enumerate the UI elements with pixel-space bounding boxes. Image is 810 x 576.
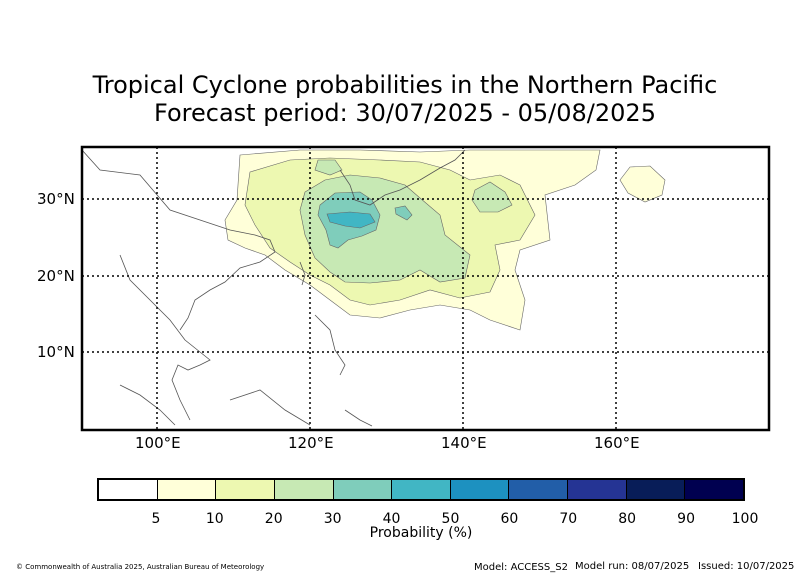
lat-label-20: 20°N xyxy=(37,267,75,285)
lon-label-160: 160°E xyxy=(594,434,640,452)
model-run-text: Model run: 08/07/2025 xyxy=(575,561,690,572)
coast-philippines xyxy=(314,314,346,376)
coast-korea-japan xyxy=(339,149,466,206)
lat-label-10: 10°N xyxy=(37,343,75,361)
title-line-1: Tropical Cyclone probabilities in the No… xyxy=(92,71,718,99)
coast-taiwan xyxy=(299,261,306,286)
colorbar-segment xyxy=(333,480,393,499)
coast-china xyxy=(82,149,276,331)
colorbar-tick: 10 xyxy=(205,511,224,527)
colorbar-segment xyxy=(392,480,451,499)
model-text: Model: ACCESS_S2 xyxy=(474,562,568,573)
colorbar-segment xyxy=(216,480,275,499)
colorbar-tick: 50 xyxy=(441,511,460,527)
colorbar-tick: 40 xyxy=(382,511,401,527)
colorbar xyxy=(97,478,745,501)
colorbar-segment xyxy=(99,480,158,499)
coast-borneo xyxy=(229,389,311,426)
lat-label-30: 30°N xyxy=(37,190,75,208)
lon-label-100: 100°E xyxy=(135,434,181,452)
prob-contour-40 xyxy=(326,211,376,229)
colorbar-segment xyxy=(450,480,510,499)
colorbar-label: Probability (%) xyxy=(369,525,473,541)
prob-contour-20-n xyxy=(314,159,343,176)
prob-contour-30-b xyxy=(394,205,413,221)
copyright-text: © Commonwealth of Australia 2025, Austra… xyxy=(16,563,265,571)
colorbar-tick: 60 xyxy=(500,511,519,527)
colorbar-tick: 30 xyxy=(323,511,342,527)
coast-sulawesi xyxy=(344,409,373,427)
lon-label-140: 140°E xyxy=(441,434,487,452)
title-line-2: Forecast period: 30/07/2025 - 05/08/2025 xyxy=(154,99,656,127)
colorbar-tick: 90 xyxy=(677,511,695,527)
prob-contour-20-ne xyxy=(471,181,513,213)
coast-indochina xyxy=(119,254,211,421)
colorbar-segment xyxy=(509,480,569,499)
colorbar-tick: 20 xyxy=(264,511,283,527)
coast-malay xyxy=(119,384,176,426)
colorbar-segment xyxy=(274,480,334,499)
colorbar-tick: 100 xyxy=(731,511,759,527)
colorbar-segment xyxy=(568,480,627,499)
colorbar-segment xyxy=(685,480,744,499)
colorbar-segment xyxy=(626,480,686,499)
map-frame xyxy=(80,145,771,432)
prob-contour-5-east xyxy=(619,165,666,203)
colorbar-segment xyxy=(157,480,217,499)
colorbar-tick: 5 xyxy=(151,511,161,527)
issued-text: Issued: 10/07/2025 xyxy=(698,561,795,572)
lon-label-120: 120°E xyxy=(288,434,334,452)
colorbar-tick: 70 xyxy=(559,511,578,527)
colorbar-tick: 80 xyxy=(618,511,637,527)
